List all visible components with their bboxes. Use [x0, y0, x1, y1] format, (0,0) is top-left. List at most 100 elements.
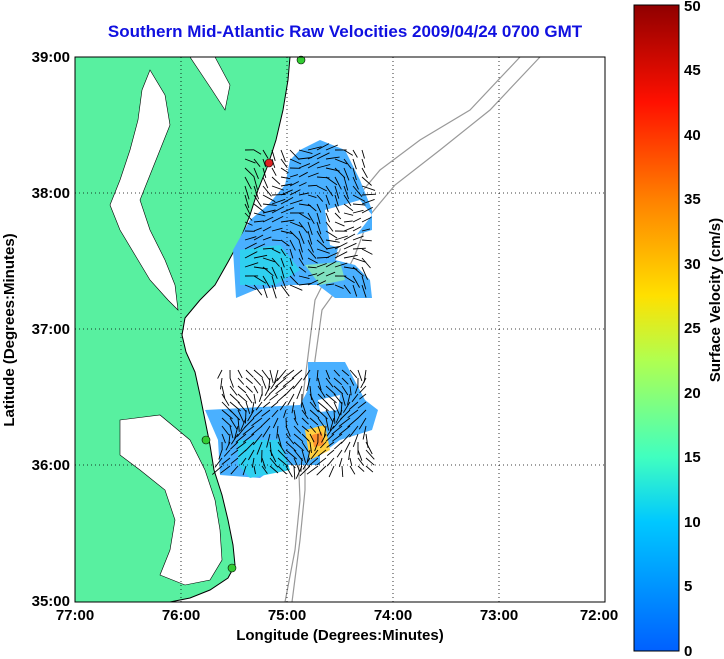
- y-axis-ticks: 39:00 38:00 37:00 36:00 35:00: [32, 49, 70, 610]
- velocity-arrow: [325, 230, 338, 239]
- velocity-arrow: [333, 393, 343, 405]
- velocity-arrow: [293, 449, 304, 462]
- velocity-arrow: [280, 167, 289, 174]
- velocity-arrow: [237, 369, 243, 379]
- velocity-arrow: [316, 185, 327, 192]
- velocity-arrow: [325, 194, 330, 205]
- velocity-arrow: [229, 401, 241, 412]
- velocity-arrow: [298, 239, 303, 253]
- velocity-arrow: [349, 465, 356, 475]
- y-tick: 35:00: [32, 593, 70, 610]
- velocity-arrow: [253, 234, 264, 241]
- velocity-arrow: [229, 377, 234, 388]
- velocity-arrow: [361, 158, 366, 168]
- velocity-arrow: [280, 189, 293, 196]
- velocity-arrow: [301, 433, 310, 442]
- velocity-arrow: [338, 425, 351, 435]
- velocity-arrow: [360, 377, 367, 389]
- velocity-arrow: [269, 393, 279, 401]
- velocity-arrow: [325, 393, 337, 404]
- velocity-arrow: [293, 433, 304, 443]
- colorbar-tick: 15: [684, 449, 701, 466]
- velocity-arrow: [361, 167, 368, 179]
- velocity-arrow: [280, 197, 294, 205]
- velocity-arrow: [334, 212, 342, 220]
- velocity-arrow: [343, 194, 352, 207]
- velocity-arrow: [343, 284, 351, 294]
- velocity-arrow: [244, 221, 253, 226]
- chesapeake-bay: [109, 69, 179, 311]
- velocity-arrow: [316, 203, 322, 213]
- velocity-arrow: [334, 158, 348, 165]
- velocity-arrow: [334, 242, 348, 250]
- velocity-arrow: [334, 221, 345, 227]
- velocity-arrow: [271, 198, 286, 205]
- velocity-arrow: [334, 185, 340, 199]
- velocity-arrow: [280, 239, 290, 247]
- velocity-arrow: [352, 185, 363, 197]
- velocity-arrow: [361, 248, 373, 255]
- velocity-arrow: [245, 393, 253, 404]
- velocity-arrow: [300, 457, 303, 472]
- velocity-arrow: [298, 212, 311, 221]
- velocity-arrow: [253, 377, 262, 386]
- velocity-arrow: [321, 433, 327, 443]
- velocity-arrow: [317, 401, 329, 412]
- x-tick: 73:00: [480, 607, 518, 624]
- velocity-arrow: [325, 261, 337, 268]
- velocity-arrow: [293, 425, 302, 434]
- velocity-arrow: [347, 417, 359, 428]
- velocity-arrow: [334, 167, 346, 179]
- velocity-arrow: [307, 230, 313, 245]
- velocity-arrow: [328, 465, 335, 478]
- colorbar-tick: 40: [684, 127, 701, 144]
- velocity-arrow: [335, 409, 343, 423]
- velocity-arrow: [361, 206, 373, 214]
- velocity-arrow: [352, 209, 364, 214]
- velocity-arrow: [352, 257, 367, 263]
- velocity-arrow: [298, 171, 308, 178]
- velocity-arrow: [252, 409, 263, 419]
- velocity-arrow: [365, 449, 375, 460]
- velocity-arrow: [262, 266, 274, 277]
- velocity-arrow: [283, 409, 287, 418]
- velocity-arrow: [271, 284, 277, 299]
- velocity-arrow: [271, 167, 277, 176]
- velocity-arrow: [277, 433, 282, 448]
- velocity-arrow: [262, 167, 267, 179]
- velocity-arrow: [221, 457, 231, 465]
- velocity-arrow: [262, 194, 276, 203]
- velocity-arrow: [251, 457, 255, 468]
- velocity-arrow: [251, 425, 263, 436]
- velocity-arrow: [271, 239, 281, 242]
- velocity-arrow: [289, 221, 304, 228]
- velocity-arrow: [271, 275, 277, 290]
- velocity-arrow: [291, 369, 303, 379]
- velocity-arrow: [269, 457, 279, 468]
- velocity-arrow: [307, 279, 319, 286]
- velocity-arrow: [238, 449, 247, 458]
- velocity-arrow: [244, 212, 253, 221]
- velocity-arrow: [221, 425, 230, 436]
- velocity-arrow: [253, 369, 264, 379]
- velocity-arrow: [325, 212, 331, 223]
- velocity-arrow: [316, 194, 324, 202]
- velocity-arrow: [298, 266, 307, 273]
- velocity-arrow: [230, 465, 239, 475]
- velocity-arrow: [361, 239, 372, 242]
- velocity-arrow: [230, 449, 239, 456]
- velocity-arrow: [280, 275, 287, 289]
- velocity-arrow: [229, 441, 239, 450]
- velocity-arrow: [352, 266, 364, 277]
- velocity-arrow: [325, 271, 336, 277]
- velocity-arrow: [244, 262, 259, 268]
- velocity-arrow: [276, 369, 287, 382]
- velocity-arrow: [325, 385, 336, 396]
- velocity-arrow: [357, 457, 365, 466]
- velocity-arrow: [307, 266, 317, 269]
- velocity-arrow: [289, 230, 300, 241]
- velocity-arrow: [306, 449, 311, 463]
- pamlico-sound: [119, 414, 223, 586]
- velocity-arrow: [223, 449, 231, 457]
- y-tick: 36:00: [32, 457, 70, 474]
